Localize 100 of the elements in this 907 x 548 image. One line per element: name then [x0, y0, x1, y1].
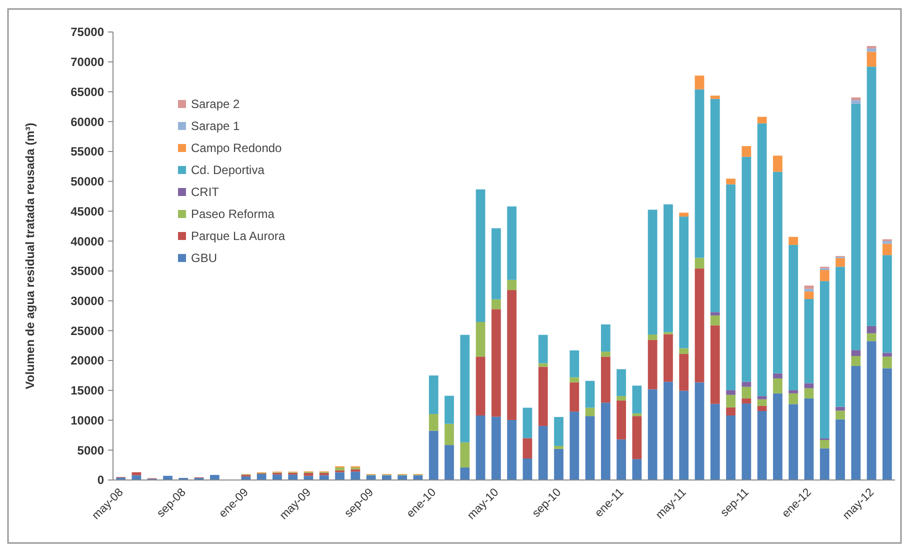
- bar: [664, 382, 673, 480]
- bar: [304, 472, 314, 476]
- bar: [866, 326, 876, 334]
- bar: [773, 156, 782, 172]
- bar: [366, 475, 376, 480]
- bar: [820, 448, 830, 480]
- bar: [882, 255, 892, 353]
- bar: [742, 398, 752, 404]
- bar: [757, 396, 767, 400]
- bar: [132, 472, 142, 476]
- legend-label: CRIT: [191, 185, 220, 200]
- bar: [476, 322, 486, 357]
- bar: [616, 396, 626, 401]
- bar: [679, 354, 689, 391]
- bar: [648, 334, 658, 340]
- legend-label: Campo Redondo: [191, 141, 282, 156]
- bar: [507, 206, 517, 280]
- bar: [773, 393, 782, 480]
- bar: [710, 312, 720, 316]
- bar: [632, 459, 642, 480]
- y-tick-label: 75000: [70, 25, 104, 40]
- bar: [256, 474, 266, 480]
- bar: [726, 407, 736, 416]
- legend-label: GBU: [191, 251, 218, 266]
- legend-label: Sarape 2: [191, 97, 240, 112]
- legend-label: Parque La Aurora: [191, 229, 286, 244]
- bar: [648, 340, 658, 390]
- bar: [538, 426, 548, 480]
- bar: [820, 281, 830, 438]
- bar: [522, 438, 532, 458]
- y-tick-label: 10000: [70, 413, 104, 428]
- bar: [757, 116, 767, 124]
- bar: [788, 390, 798, 394]
- y-tick-label: 50000: [70, 174, 104, 189]
- bar: [851, 97, 861, 100]
- bar: [836, 410, 845, 420]
- bar: [836, 419, 845, 480]
- bar: [538, 366, 548, 426]
- bar: [476, 415, 486, 480]
- bar: [679, 216, 689, 348]
- y-tick-label: 25000: [70, 324, 104, 338]
- bar: [616, 400, 626, 440]
- y-tick-label: 0: [97, 473, 104, 488]
- bar: [538, 334, 548, 364]
- bar: [554, 448, 564, 480]
- bar: [428, 414, 438, 431]
- y-tick-label: 30000: [70, 294, 104, 308]
- bar: [350, 469, 360, 472]
- bar: [522, 458, 532, 480]
- bar: [428, 375, 438, 414]
- bar: [866, 52, 876, 67]
- y-tick-label: 60000: [70, 114, 104, 129]
- bar: [428, 430, 438, 480]
- bar: [694, 89, 704, 258]
- bar: [554, 446, 564, 449]
- bar: [600, 402, 610, 480]
- bar: [882, 368, 892, 480]
- bar: [632, 413, 642, 416]
- bar: [820, 270, 830, 282]
- bar: [726, 415, 736, 480]
- bar: [335, 472, 344, 480]
- legend-label: Cd. Deportiva: [191, 163, 265, 178]
- bar: [335, 467, 344, 470]
- bar: [522, 408, 532, 438]
- bar: [444, 445, 454, 480]
- bar: [272, 474, 282, 480]
- bar: [648, 210, 658, 335]
- bar: [507, 280, 517, 290]
- bar: [866, 66, 876, 326]
- bar: [742, 386, 752, 398]
- bar: [710, 98, 720, 312]
- bar: [757, 411, 767, 480]
- bar: [726, 178, 736, 184]
- bar: [726, 390, 736, 395]
- bar: [491, 228, 501, 300]
- bar: [616, 439, 626, 480]
- bar: [773, 373, 782, 378]
- bar: [570, 382, 580, 412]
- bar: [319, 475, 329, 480]
- bar: [694, 258, 704, 269]
- bar: [804, 388, 814, 398]
- bar: [710, 325, 720, 404]
- bar: [804, 299, 814, 384]
- bar: [710, 96, 720, 99]
- bar: [570, 412, 580, 480]
- bar: [836, 258, 845, 267]
- bar: [679, 212, 689, 217]
- bar: [742, 404, 752, 480]
- bar: [851, 356, 861, 366]
- y-tick-label: 45000: [70, 204, 104, 218]
- bar: [804, 286, 814, 289]
- bar: [444, 424, 454, 446]
- y-tick-label: 5000: [77, 443, 104, 458]
- bar: [460, 442, 470, 468]
- bar: [882, 352, 892, 357]
- bar: [476, 189, 486, 322]
- bar: [491, 299, 501, 310]
- legend-label: Sarape 1: [191, 119, 240, 134]
- bar: [866, 333, 876, 342]
- bar: [836, 406, 845, 411]
